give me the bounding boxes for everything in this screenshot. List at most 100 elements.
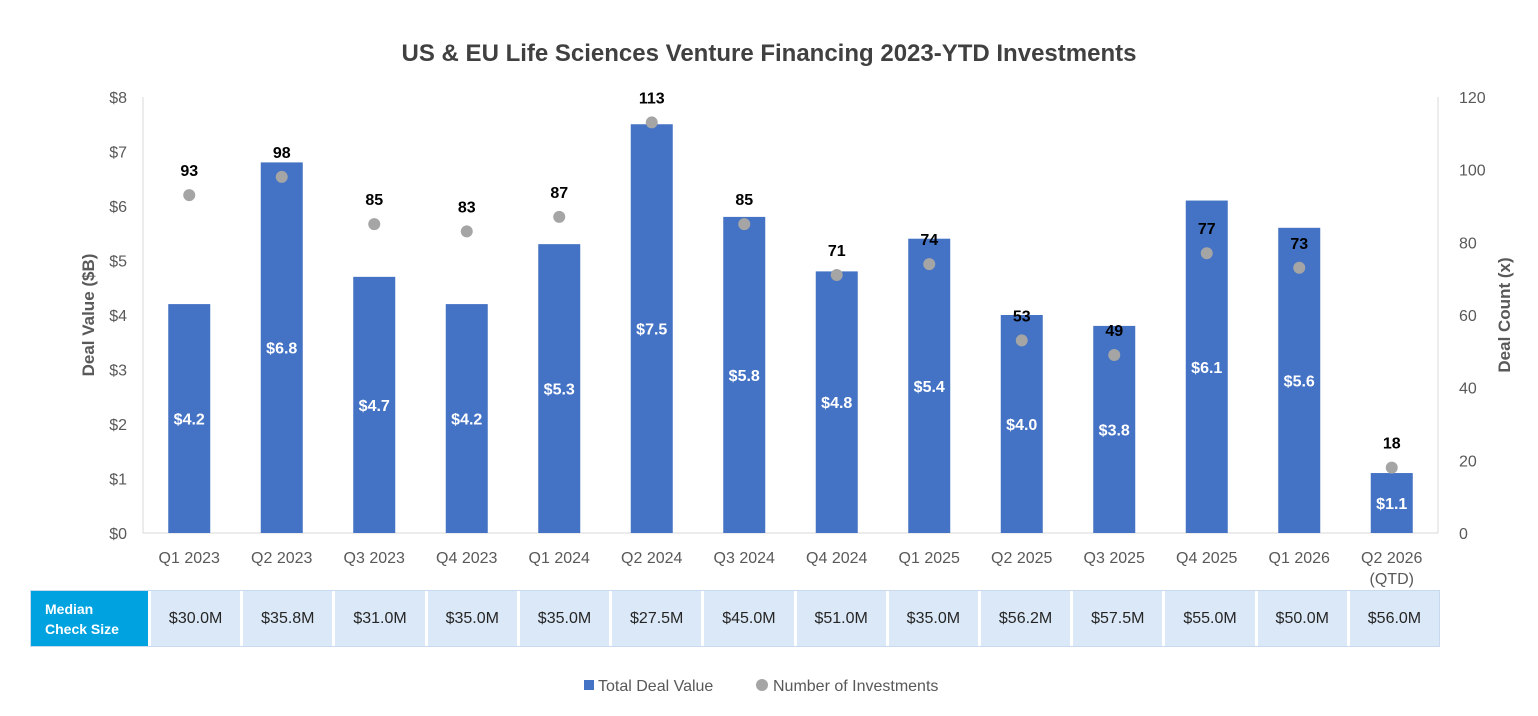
median-check-size-header-label: Median Check Size xyxy=(45,600,119,637)
y2-tick-label: 60 xyxy=(1459,308,1477,325)
deal-value-bar xyxy=(353,276,396,533)
deal-value-label: $5.3 xyxy=(544,382,575,399)
y2-tick-label: 40 xyxy=(1459,381,1477,398)
investment-count-point xyxy=(275,170,288,183)
legend-point-label: Number of Investments xyxy=(773,678,938,695)
deal-value-label: $4.7 xyxy=(359,398,390,415)
x-tick-label: Q4 2023 xyxy=(436,550,497,567)
median-check-size-cell: $30.0M xyxy=(151,591,241,646)
investment-count-point xyxy=(923,258,936,271)
investment-count-label: 85 xyxy=(735,192,753,209)
y-tick-label: $3 xyxy=(109,363,127,380)
y2-tick-label: 20 xyxy=(1459,453,1477,470)
y-tick-label: $4 xyxy=(109,308,127,325)
y-tick-label: $0 xyxy=(109,526,127,543)
investment-count-label: 74 xyxy=(920,232,938,249)
investment-count-point xyxy=(368,218,381,231)
deal-value-label: $1.1 xyxy=(1376,496,1407,513)
investment-count-point xyxy=(645,116,658,129)
legend: Total Deal Value Number of Investments xyxy=(584,678,938,695)
median-check-size-cell: $56.0M xyxy=(1349,591,1440,646)
deal-value-bar xyxy=(445,304,488,533)
deal-value-bar xyxy=(260,162,303,533)
deal-value-bar xyxy=(168,304,211,533)
x-tick-label: Q3 2024 xyxy=(714,550,775,567)
investment-count-point xyxy=(830,269,843,282)
deal-value-label: $4.0 xyxy=(1006,417,1037,434)
x-tick-label: Q2 2025 xyxy=(991,550,1052,567)
median-check-size-cell: $35.0M xyxy=(519,591,610,646)
investment-count-label: 71 xyxy=(828,243,846,260)
y2-axis-title: Deal Count (x) xyxy=(1495,257,1514,372)
x-tick-label: Q2 2023 xyxy=(251,550,312,567)
x-tick-label: Q2 2026 xyxy=(1361,550,1422,567)
legend-point-swatch xyxy=(756,679,768,691)
chart-title: US & EU Life Sciences Venture Financing … xyxy=(402,40,1137,67)
investment-count-label: 18 xyxy=(1383,436,1401,453)
deal-value-label: $4.2 xyxy=(451,412,482,429)
y-tick-label: $5 xyxy=(109,254,127,271)
median-check-size-cell: $50.0M xyxy=(1257,591,1347,646)
y-tick-label: $7 xyxy=(109,145,127,162)
x-tick-label: Q1 2026 xyxy=(1269,550,1330,567)
legend-bar-swatch xyxy=(584,680,594,690)
x-tick-label: Q2 2024 xyxy=(621,550,682,567)
investment-count-label: 49 xyxy=(1105,323,1123,340)
deal-value-label: $4.2 xyxy=(174,412,205,429)
x-tick-label: Q4 2024 xyxy=(806,550,867,567)
investment-count-label: 87 xyxy=(550,185,568,202)
x-tick-label: Q4 2025 xyxy=(1176,550,1237,567)
y2-tick-label: 120 xyxy=(1459,90,1486,107)
median-check-size-header: Median Check Size xyxy=(31,591,148,646)
x-tick-label: Q1 2025 xyxy=(899,550,960,567)
deal-value-bar xyxy=(1278,227,1321,534)
median-check-size-cell: $45.0M xyxy=(704,591,794,646)
deal-value-bar xyxy=(723,216,766,533)
deal-value-label: $5.4 xyxy=(914,379,945,396)
deal-value-bar xyxy=(1370,473,1413,533)
y-tick-label: $6 xyxy=(109,199,127,216)
investment-count-point xyxy=(1200,247,1213,260)
x-tick-label: Q1 2023 xyxy=(159,550,220,567)
investment-count-label: 73 xyxy=(1290,236,1308,253)
investment-count-label: 77 xyxy=(1198,221,1216,238)
investment-count-label: 93 xyxy=(180,163,198,180)
deal-value-label: $6.1 xyxy=(1191,360,1222,377)
y2-tick-label: 0 xyxy=(1459,526,1468,543)
median-check-size-cell: $55.0M xyxy=(1165,591,1255,646)
investment-count-label: 85 xyxy=(365,192,383,209)
x-tick-label: Q1 2024 xyxy=(529,550,590,567)
investment-count-label: 113 xyxy=(639,90,665,107)
bar-series: $4.2 $6.8 $4.7 $4.2 $5.3 $7.5 $5.8 $4.8 $5.4 $4.0… xyxy=(168,124,1413,534)
median-check-size-table: Median Check Size $30.0M $35.8M $31.0M $35.… xyxy=(30,590,1440,647)
median-check-size-cell: $57.5M xyxy=(1073,591,1163,646)
y-axis-title: Deal Value ($B) xyxy=(79,254,98,377)
deal-value-bar xyxy=(1000,315,1043,533)
y2-tick-label: 80 xyxy=(1459,235,1477,252)
x-tick-label: Q3 2023 xyxy=(344,550,405,567)
investment-count-point xyxy=(1108,348,1121,361)
deal-value-label: $6.8 xyxy=(266,341,297,358)
median-check-size-cell: $35.0M xyxy=(427,591,517,646)
median-check-size-cell: $27.5M xyxy=(612,591,702,646)
deal-value-label: $7.5 xyxy=(636,322,667,339)
x-tick-sublabel: (QTD) xyxy=(1370,571,1414,588)
deal-value-label: $4.8 xyxy=(821,395,852,412)
investment-count-point xyxy=(738,218,751,231)
median-check-size-cell: $56.2M xyxy=(980,591,1071,646)
investment-count-point xyxy=(1015,334,1028,347)
deal-value-label: $5.8 xyxy=(729,368,760,385)
investment-count-label: 98 xyxy=(273,145,291,162)
y-tick-label: $2 xyxy=(109,417,127,434)
deal-value-label: $5.6 xyxy=(1284,373,1315,390)
median-check-size-cell: $51.0M xyxy=(796,591,886,646)
investment-count-point xyxy=(553,210,566,223)
median-check-size-cell: $35.0M xyxy=(888,591,978,646)
investment-count-label: 53 xyxy=(1013,308,1031,325)
median-check-size-cell: $35.8M xyxy=(243,591,333,646)
y-tick-label: $8 xyxy=(109,90,127,107)
x-tick-label: Q3 2025 xyxy=(1084,550,1145,567)
y2-tick-label: 100 xyxy=(1459,163,1486,180)
deal-value-bar xyxy=(630,124,673,533)
